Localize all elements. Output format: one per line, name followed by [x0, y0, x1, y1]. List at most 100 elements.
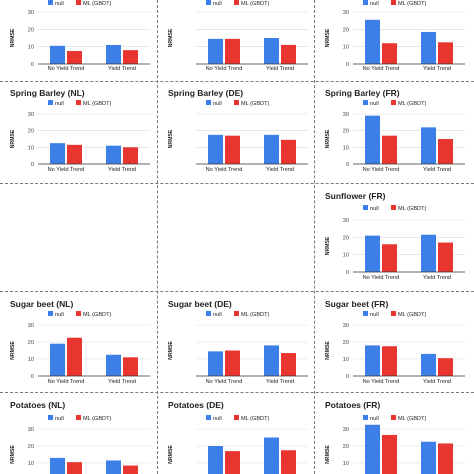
legend-label-ml: ML (GBDT)	[241, 1, 270, 7]
legend-label-null: null	[370, 416, 379, 422]
legend-label-ml: ML (GBDT)	[241, 312, 270, 318]
chart-title: Spring Barley (FR)	[325, 88, 400, 98]
bar-null	[106, 460, 121, 474]
bar-null	[365, 235, 380, 272]
bar-null	[421, 441, 436, 474]
bar-ml	[225, 350, 240, 376]
y-tick-label: 0	[346, 270, 349, 276]
y-tick-label: 0	[31, 374, 34, 380]
chart-svg: Sunflower (FR) null ML (GBDT) NRMSE 0 10 20 30 N…	[325, 191, 465, 281]
y-tick-label: 30	[28, 427, 34, 433]
bar-ml	[225, 135, 240, 164]
bar-ml	[382, 346, 397, 376]
chart-svg: Sugar beet (FR) null ML (GBDT) NRMSE 0 10 20 30…	[325, 299, 465, 385]
legend-label-null: null	[370, 312, 379, 318]
x-category-label: Yield Trend	[266, 66, 294, 72]
bar-ml	[123, 357, 138, 376]
legend-label-ml: ML (GBDT)	[398, 312, 427, 318]
row-divider	[0, 81, 474, 82]
x-category-label: No Yield Trend	[48, 379, 85, 385]
y-tick-label: 0	[346, 162, 349, 168]
column-divider	[157, 0, 158, 474]
bar-null	[421, 353, 436, 376]
chart-title: Potatoes (NL)	[10, 400, 65, 410]
legend-swatch-null	[48, 415, 53, 420]
y-axis-label: NRMSE	[10, 129, 16, 148]
chart-svg: Sugar beet (NL) null ML (GBDT) NRMSE 0 10 20 30…	[10, 299, 150, 385]
bar-null	[50, 143, 65, 164]
y-tick-label: 30	[28, 112, 34, 118]
legend-swatch-null	[363, 415, 368, 420]
y-tick-label: 20	[343, 129, 349, 135]
bar-null	[208, 134, 223, 164]
legend-swatch-ml	[234, 0, 239, 5]
row-divider	[0, 291, 474, 292]
legend-swatch-ml	[391, 311, 396, 316]
bar-null	[421, 127, 436, 164]
y-tick-label: 10	[343, 45, 349, 51]
x-category-label: No Yield Trend	[206, 66, 243, 72]
x-category-label: Yield Trend	[266, 379, 294, 385]
x-category-label: Yield Trend	[423, 275, 451, 281]
chart-svg: null ML (GBDT) NRMSE No Yield Trend Yield Tr…	[168, 0, 308, 72]
row-divider	[0, 392, 474, 393]
x-category-label: Yield Trend	[266, 167, 294, 173]
x-category-label: No Yield Trend	[48, 66, 85, 72]
y-axis-label: NRMSE	[325, 28, 331, 47]
legend-label-null: null	[370, 1, 379, 7]
legend-swatch-ml	[391, 415, 396, 420]
y-tick-label: 30	[343, 427, 349, 433]
legend-swatch-null	[48, 311, 53, 316]
chart-title: Potatoes (DE)	[168, 400, 224, 410]
x-category-label: Yield Trend	[423, 66, 451, 72]
y-tick-label: 30	[343, 323, 349, 329]
bar-ml	[123, 147, 138, 164]
bar-null	[50, 343, 65, 376]
y-tick-label: 20	[343, 235, 349, 241]
y-axis-label: NRMSE	[168, 341, 174, 360]
legend-label-null: null	[55, 101, 64, 107]
chart-panel: null ML (GBDT) NRMSE No Yield Trend Yield Tr…	[158, 0, 314, 81]
bar-null	[421, 234, 436, 272]
bar-ml	[67, 462, 82, 474]
y-tick-label: 10	[343, 253, 349, 259]
x-category-label: Yield Trend	[108, 167, 136, 173]
legend-swatch-null	[206, 311, 211, 316]
bar-ml	[438, 139, 453, 164]
bar-null	[208, 446, 223, 474]
bar-null	[365, 19, 380, 64]
y-axis-label: NRMSE	[10, 28, 16, 47]
legend-swatch-ml	[76, 0, 81, 5]
legend-swatch-null	[206, 415, 211, 420]
y-tick-label: 20	[28, 444, 34, 450]
legend-label-ml: ML (GBDT)	[398, 416, 427, 422]
legend-label-null: null	[55, 312, 64, 318]
y-tick-label: 30	[343, 218, 349, 224]
y-tick-label: 30	[28, 10, 34, 16]
y-axis-label: NRMSE	[325, 129, 331, 148]
y-tick-label: 0	[346, 62, 349, 68]
chart-title: Sugar beet (NL)	[10, 299, 73, 309]
bar-ml	[225, 451, 240, 474]
y-axis-label: NRMSE	[168, 445, 174, 464]
legend-label-null: null	[370, 206, 379, 212]
legend-label-ml: ML (GBDT)	[398, 206, 427, 212]
chart-svg: Sugar beet (DE) null ML (GBDT) NRMSE No Yiel…	[168, 299, 308, 385]
legend-label-null: null	[370, 101, 379, 107]
legend-swatch-ml	[391, 100, 396, 105]
legend-swatch-ml	[76, 311, 81, 316]
y-tick-label: 20	[343, 340, 349, 346]
bar-null	[106, 145, 121, 164]
legend-swatch-null	[206, 0, 211, 5]
x-category-label: Yield Trend	[423, 379, 451, 385]
bar-ml	[281, 139, 296, 164]
y-axis-label: NRMSE	[325, 236, 331, 255]
x-category-label: Yield Trend	[423, 167, 451, 173]
chart-title: Sunflower (FR)	[325, 191, 386, 201]
bar-ml	[67, 144, 82, 164]
